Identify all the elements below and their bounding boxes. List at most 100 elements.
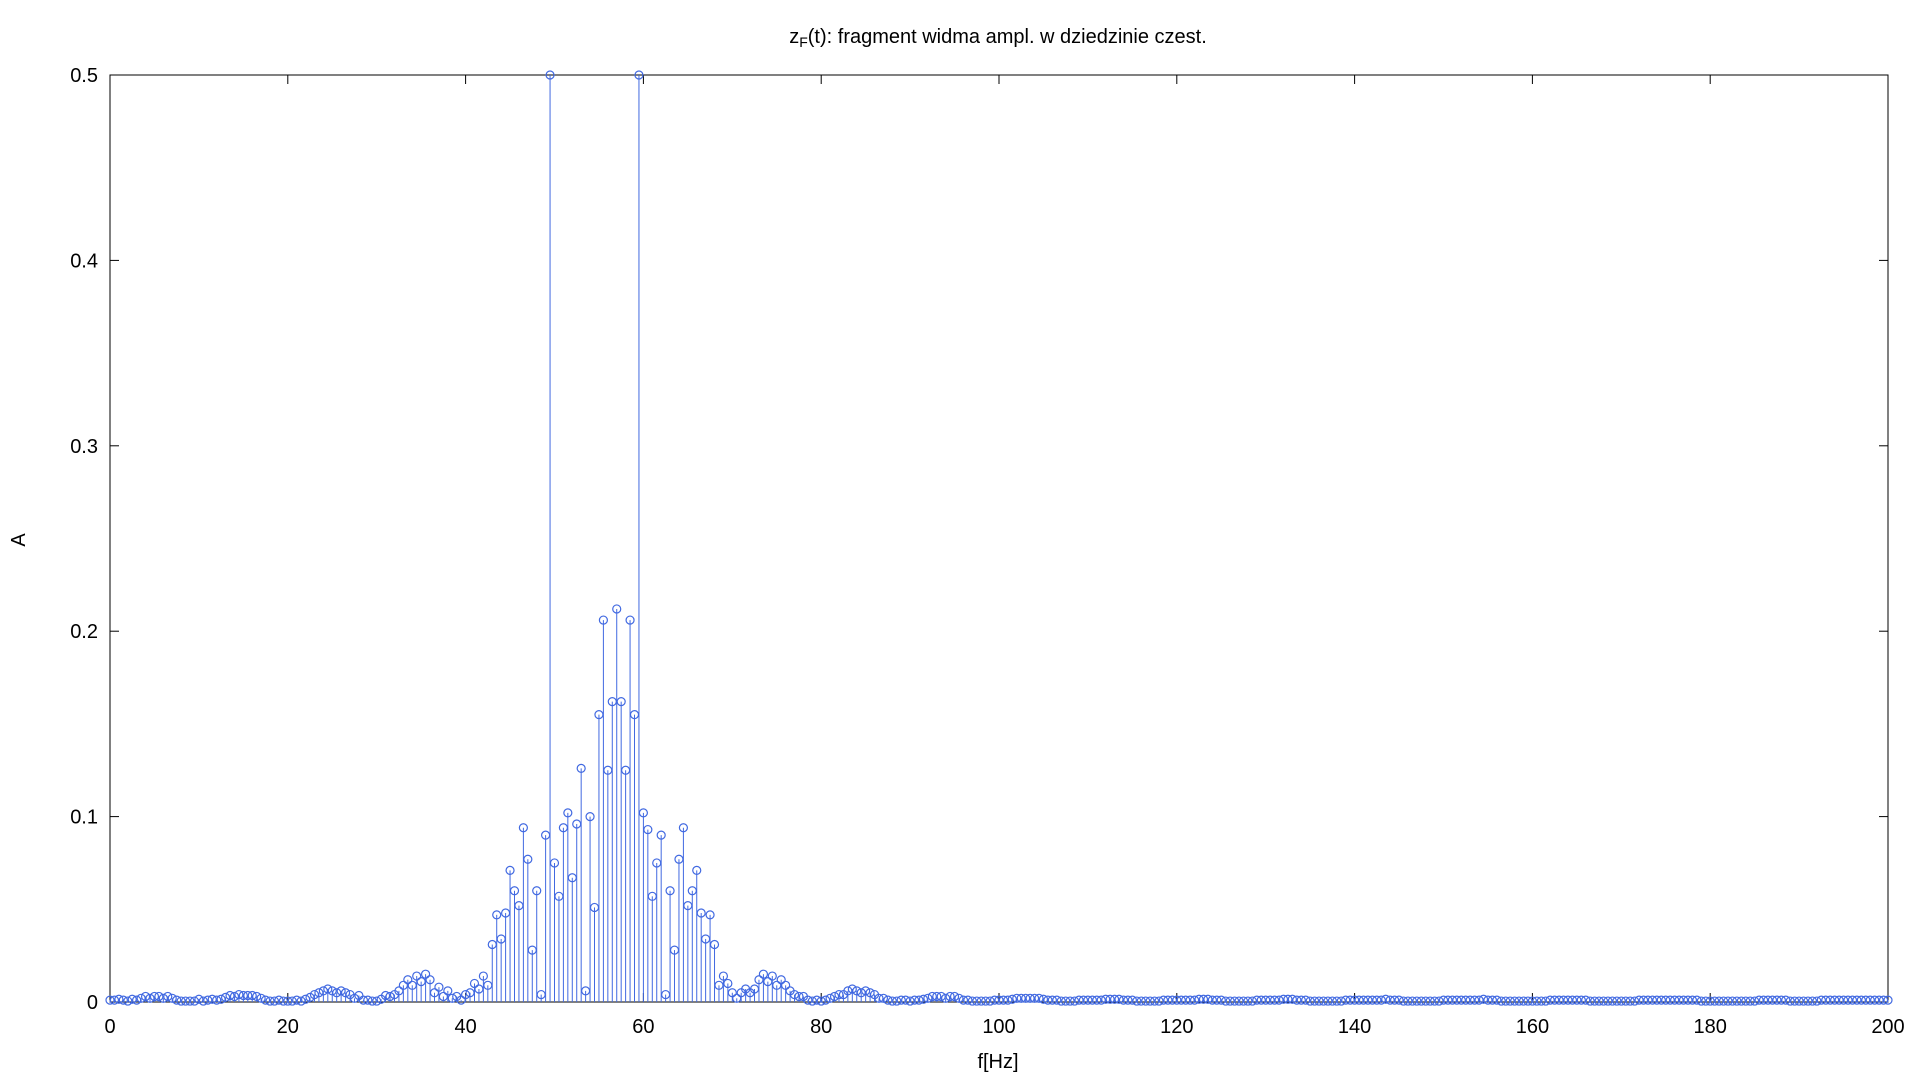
- stem-marker: [1794, 996, 1804, 1006]
- stem-marker: [958, 995, 969, 1005]
- stem-marker: [981, 996, 991, 1006]
- stem-marker: [692, 865, 702, 875]
- stem-marker: [327, 986, 337, 996]
- stem-marker: [132, 995, 142, 1005]
- stem-marker: [1767, 995, 1778, 1005]
- stem-marker: [709, 939, 720, 950]
- stem-marker: [1238, 996, 1249, 1006]
- stem-marker: [963, 995, 973, 1005]
- stem-marker: [514, 900, 524, 911]
- stem-marker: [1154, 996, 1164, 1006]
- stem-marker: [1572, 995, 1582, 1005]
- stem-marker: [1109, 994, 1120, 1004]
- stem-marker: [1754, 995, 1764, 1005]
- stem-marker: [1518, 996, 1529, 1006]
- stem-marker: [656, 830, 666, 840]
- x-tick-label: 0: [104, 1016, 115, 1038]
- stem-marker: [154, 991, 164, 1002]
- stem-marker: [225, 990, 235, 1001]
- stem-marker: [1665, 995, 1675, 1005]
- stem-marker: [372, 996, 382, 1006]
- axis-ticks: [109, 74, 1889, 1003]
- stem-marker: [1554, 995, 1564, 1005]
- stem-marker: [1621, 996, 1631, 1006]
- stem-marker: [1461, 995, 1471, 1005]
- stem-marker: [976, 996, 986, 1006]
- stem-marker: [812, 995, 822, 1005]
- stem-marker: [714, 980, 724, 990]
- x-tick-label: 20: [277, 1016, 299, 1038]
- stem-marker: [367, 996, 377, 1006]
- stem-marker: [887, 996, 897, 1006]
- stem-marker: [1145, 996, 1155, 1006]
- plot-frame: [109, 74, 1889, 1003]
- stem-marker: [1292, 995, 1302, 1005]
- stem-marker: [1132, 996, 1142, 1006]
- stem-marker: [1114, 994, 1124, 1004]
- stem-marker: [412, 971, 422, 981]
- stem-marker: [207, 994, 217, 1004]
- stem-marker: [1736, 996, 1746, 1006]
- stem-marker: [545, 70, 555, 80]
- stem-marker: [1567, 995, 1578, 1005]
- stem-marker: [1687, 995, 1698, 1005]
- stem-marker: [1345, 995, 1355, 1005]
- stem-marker: [896, 995, 906, 1005]
- stem-marker: [385, 991, 395, 1002]
- stem-marker: [1278, 994, 1289, 1004]
- stem-marker: [1510, 996, 1520, 1006]
- stem-marker: [1265, 995, 1275, 1005]
- stem-marker: [1638, 995, 1649, 1005]
- stem-marker: [861, 986, 871, 996]
- stem-marker: [203, 995, 213, 1005]
- stem-marker: [989, 995, 1000, 1005]
- stem-marker: [1181, 995, 1191, 1005]
- stem-marker: [1763, 995, 1773, 1005]
- stem-marker: [1718, 996, 1729, 1006]
- stem-marker: [380, 990, 391, 1001]
- stem-marker: [829, 991, 840, 1002]
- stem-marker: [643, 824, 653, 835]
- stem-marker: [1870, 995, 1880, 1005]
- stem-marker: [1021, 993, 1031, 1003]
- stem-marker: [1785, 996, 1795, 1006]
- stem-marker: [878, 993, 889, 1003]
- stem-marker: [185, 996, 195, 1006]
- stem-marker: [394, 986, 404, 996]
- stem-marker: [1474, 995, 1484, 1005]
- stem-marker: [194, 994, 204, 1004]
- stem-marker: [598, 615, 608, 625]
- stem-marker: [1758, 995, 1769, 1005]
- stem-marker: [1594, 996, 1604, 1006]
- stem-marker: [278, 996, 288, 1006]
- stem-marker: [1376, 995, 1386, 1005]
- stem-marker: [603, 765, 613, 775]
- stem-marker: [1314, 996, 1324, 1006]
- stem-marker: [1492, 995, 1502, 1005]
- stem-marker: [1874, 995, 1884, 1005]
- stem-marker: [216, 994, 226, 1004]
- stem-marker: [158, 993, 168, 1003]
- stem-marker: [1212, 995, 1222, 1005]
- stem-marker: [532, 886, 542, 896]
- stem-marker: [705, 910, 715, 920]
- stem-marker: [1438, 995, 1449, 1005]
- stem-marker: [581, 986, 591, 996]
- stem-marker: [754, 975, 764, 985]
- stem-marker: [1381, 994, 1391, 1004]
- stem-marker: [1465, 995, 1475, 1005]
- stem-marker: [167, 993, 177, 1003]
- stem-marker: [1309, 996, 1320, 1006]
- stem-marker: [1834, 995, 1844, 1005]
- stem-marker: [1434, 996, 1444, 1006]
- stem-marker: [292, 995, 302, 1005]
- stem-marker: [332, 988, 342, 998]
- stem-marker: [718, 971, 729, 981]
- stem-marker: [629, 710, 640, 720]
- stem-marker: [234, 989, 244, 1000]
- x-tick-label: 160: [1516, 1016, 1549, 1038]
- stem-marker: [1532, 996, 1542, 1006]
- stem-marker: [1167, 995, 1177, 1005]
- stem-marker: [821, 995, 831, 1005]
